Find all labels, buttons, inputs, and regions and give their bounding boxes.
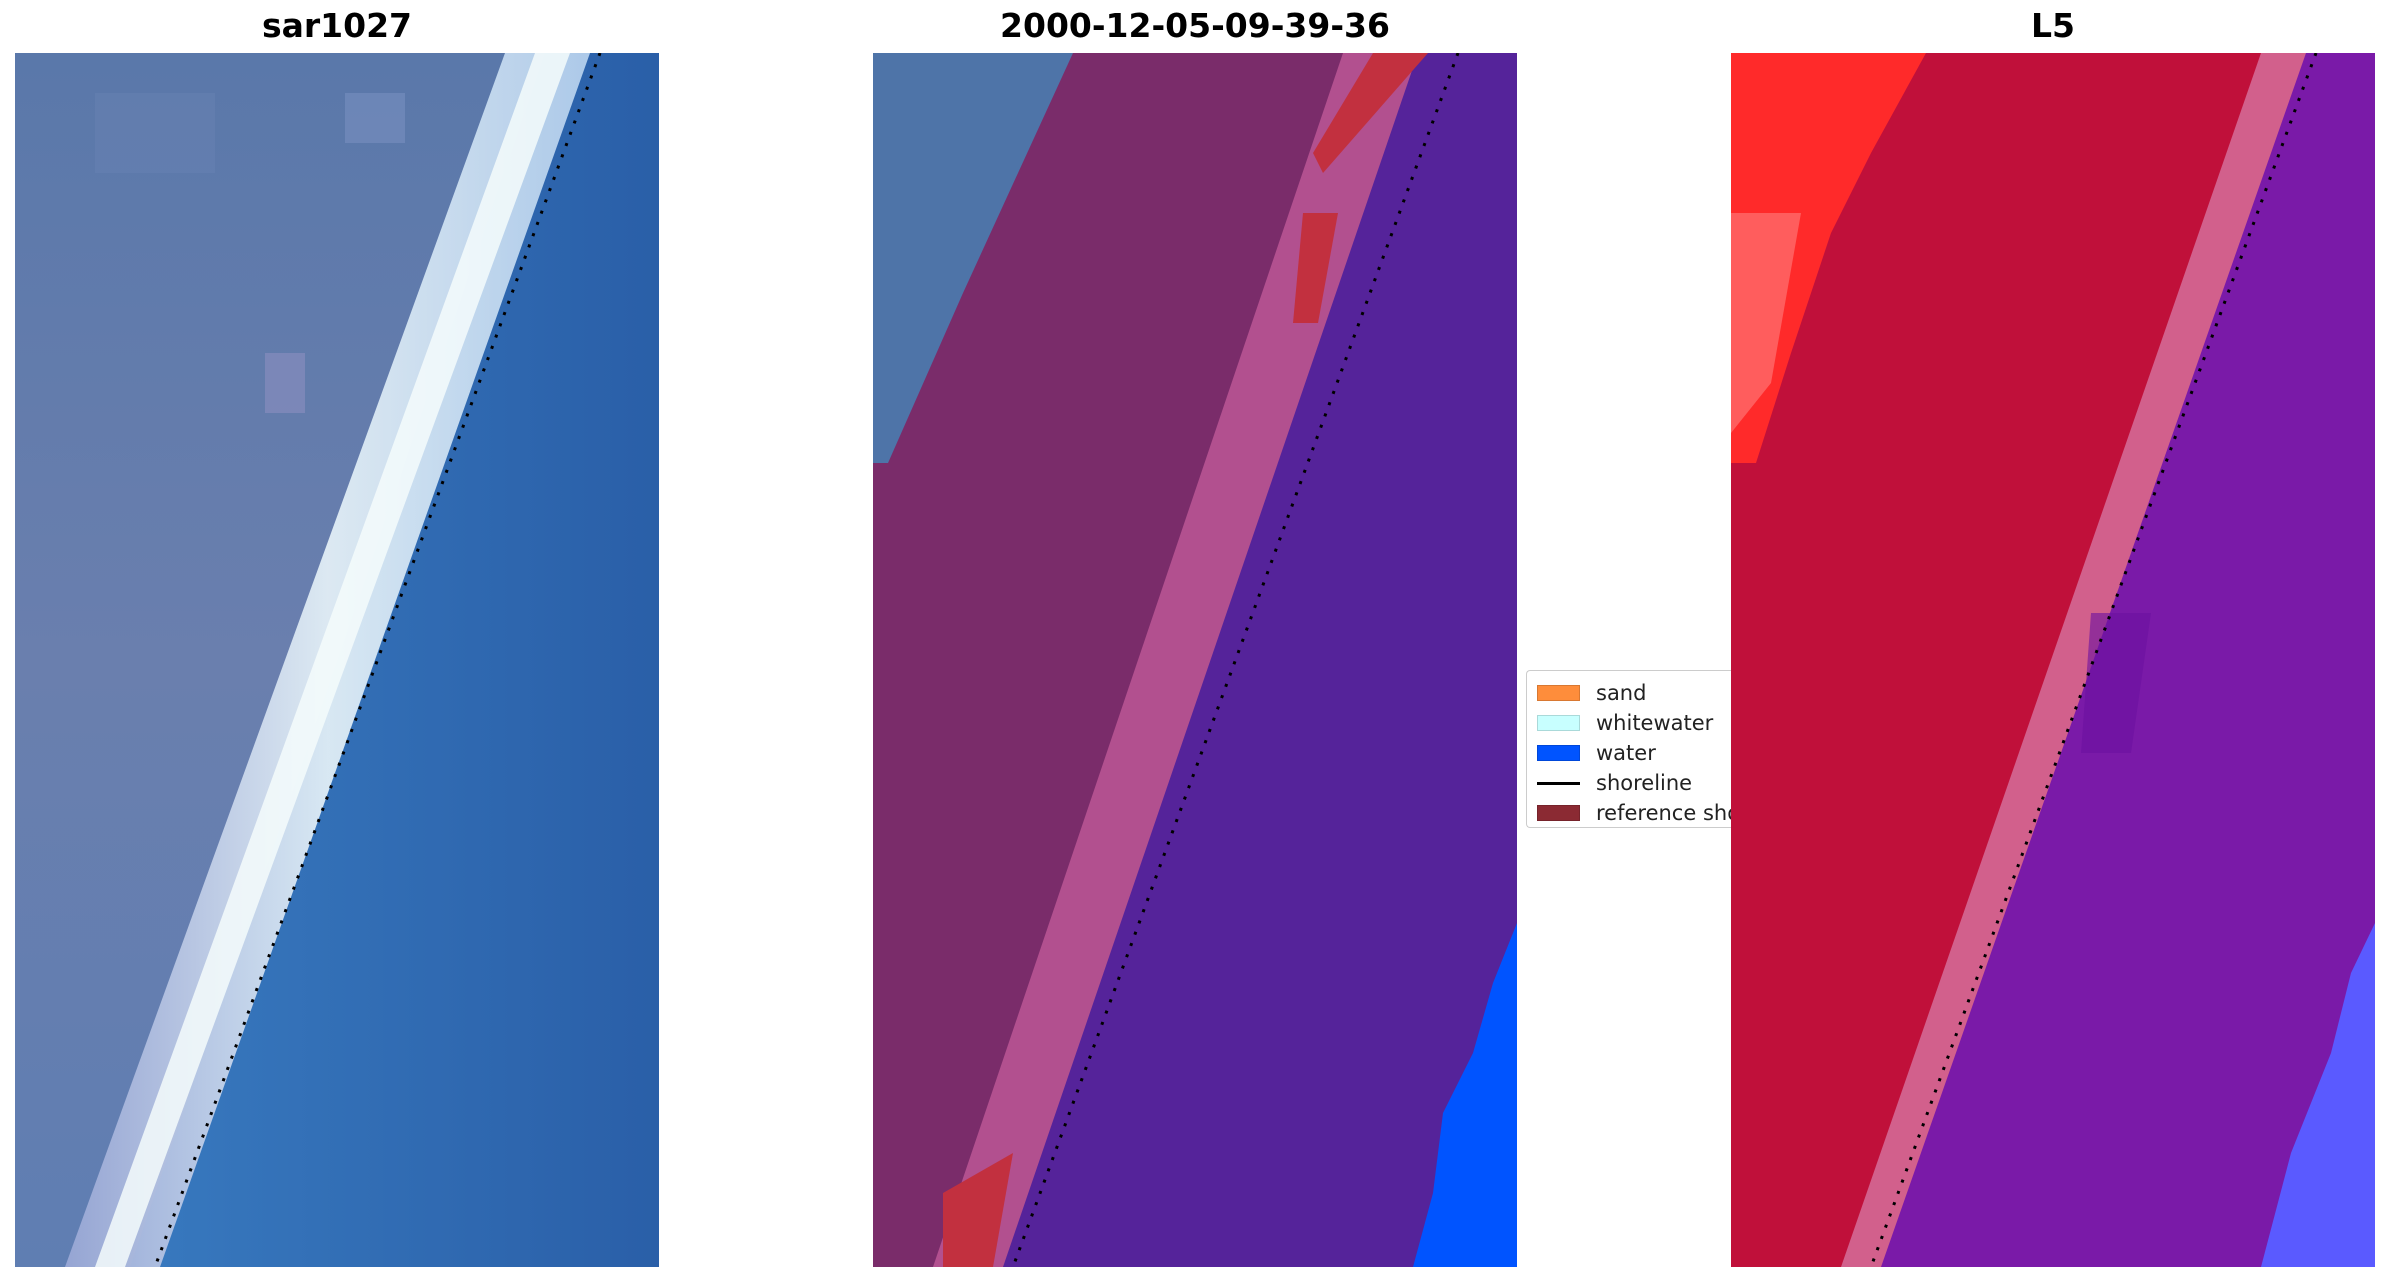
legend-label: water — [1596, 741, 1656, 765]
sand-swatch — [1537, 685, 1580, 701]
classified-image-panel — [873, 53, 1517, 1267]
index-image-panel — [1731, 53, 2375, 1267]
legend-item-shoreline: shoreline — [1537, 769, 1692, 797]
panel-title-classified: 2000-12-05-09-39-36 — [1000, 6, 1390, 45]
legend-item-sand: sand — [1537, 679, 1646, 707]
water-swatch — [1537, 745, 1580, 761]
legend-item-reference-shoreline: reference shoreline — [1537, 799, 1731, 827]
whitewater-swatch — [1537, 715, 1580, 731]
rgb-image-panel — [15, 53, 659, 1267]
panel-title-rgb: sar1027 — [261, 6, 413, 45]
legend-label: reference shoreline — [1596, 801, 1731, 825]
legend-label: whitewater — [1596, 711, 1714, 735]
panel-title-index: L5 — [2031, 6, 2075, 45]
legend-item-water: water — [1537, 739, 1656, 767]
legend-item-whitewater: whitewater — [1537, 709, 1713, 737]
legend-label: shoreline — [1596, 771, 1693, 795]
reference-shoreline-swatch — [1537, 805, 1580, 821]
shoreline-line-swatch — [1537, 781, 1580, 785]
rgb-image — [15, 53, 659, 1267]
legend-label: sand — [1596, 681, 1647, 705]
index-image — [1731, 53, 2375, 1267]
legend: sand whitewater water shoreline referenc… — [1526, 670, 1731, 828]
classified-image — [873, 53, 1517, 1267]
